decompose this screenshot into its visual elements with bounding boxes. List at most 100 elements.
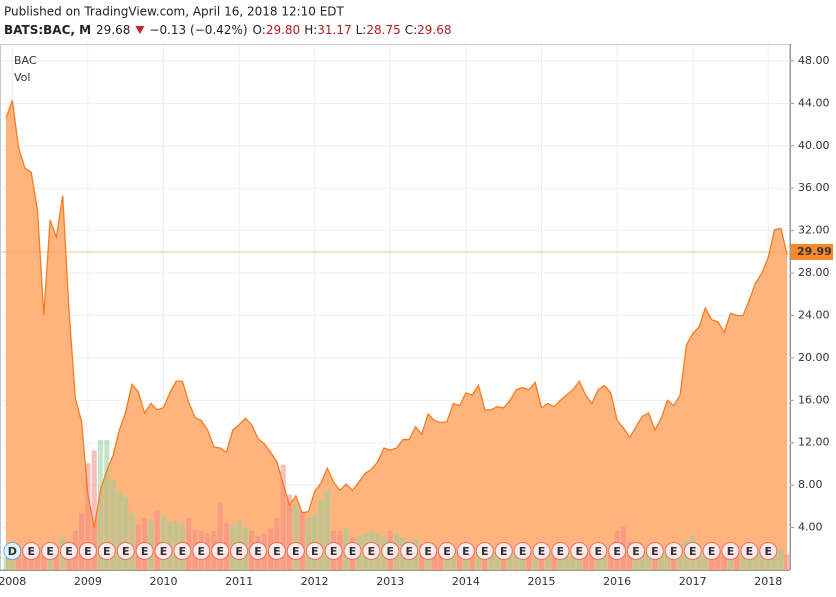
x-tick-label: 2015 — [528, 575, 556, 588]
event-label: E — [179, 545, 187, 558]
event-label: E — [462, 545, 470, 558]
volume-bar — [79, 512, 85, 570]
event-label: E — [27, 545, 35, 558]
volume-bar — [154, 510, 160, 570]
event-label: E — [141, 545, 149, 558]
volume-bar — [53, 546, 59, 570]
volume-bar — [457, 549, 463, 570]
event-label: E — [387, 545, 395, 558]
event-label: E — [651, 545, 659, 558]
event-marker — [211, 542, 230, 560]
volume-bar — [299, 511, 305, 570]
event-marker — [683, 542, 702, 560]
last-price-label: 29.99 — [797, 245, 832, 258]
event-marker — [22, 542, 41, 560]
volume-bar — [721, 551, 727, 570]
event-label: E — [330, 545, 338, 558]
x-tick-label: 2012 — [301, 575, 329, 588]
y-tick-label: 28.00 — [798, 266, 830, 279]
event-label: E — [198, 545, 206, 558]
published-note: Published on TradingView.com, April 16, … — [4, 5, 345, 19]
event-marker — [381, 542, 400, 560]
event-label: E — [424, 545, 432, 558]
event-label: E — [481, 545, 489, 558]
event-label: E — [216, 545, 224, 558]
volume-bar — [727, 551, 734, 570]
volume-bar — [431, 546, 437, 570]
last-price-box — [791, 243, 833, 260]
last-price: 29.68 — [96, 23, 130, 37]
event-marker — [664, 542, 683, 560]
volume-bar — [538, 551, 545, 570]
volume-bar — [753, 551, 759, 570]
volume-bar — [116, 492, 122, 570]
volume-bar — [469, 550, 475, 570]
event-marker — [173, 542, 192, 560]
volume-bar — [286, 494, 293, 570]
event-label: E — [65, 545, 73, 558]
event-label: E — [538, 545, 546, 558]
event-marker — [702, 542, 721, 560]
volume-bar — [97, 440, 104, 570]
event-label: E — [632, 545, 640, 558]
event-label: E — [443, 545, 451, 558]
ohlc-label: O: — [253, 23, 266, 37]
event-label: E — [292, 545, 300, 558]
event-label: E — [746, 545, 754, 558]
event-marker — [343, 542, 362, 560]
legend-entry: BAC — [14, 54, 37, 67]
event-label: E — [349, 545, 357, 558]
volume-bar — [104, 440, 110, 570]
event-marker — [286, 542, 305, 560]
volume-bar — [557, 553, 563, 570]
ohlc-label: C: — [405, 23, 417, 37]
volume-bar — [608, 549, 614, 570]
event-label: E — [103, 545, 111, 558]
y-tick-label: 44.00 — [798, 96, 830, 109]
y-tick-label: 48.00 — [798, 54, 830, 67]
volume-bar — [545, 551, 551, 570]
event-label: E — [765, 545, 773, 558]
volume-bar — [123, 497, 129, 570]
volume-bar — [16, 551, 22, 570]
volume-bar — [22, 554, 28, 570]
volume-bar — [532, 550, 538, 570]
event-marker — [759, 542, 778, 560]
ohlc-label: L: — [356, 23, 367, 37]
event-label: E — [689, 545, 697, 558]
event-label: D — [8, 545, 17, 558]
volume-bar — [778, 549, 784, 570]
volume-bar — [702, 547, 708, 570]
volume-bar — [601, 551, 608, 570]
event-label: E — [500, 545, 508, 558]
volume-bar — [475, 549, 482, 570]
event-marker — [494, 542, 513, 560]
ohlc-value: 31.17 — [317, 23, 351, 37]
event-marker — [78, 542, 97, 560]
volume-bar — [639, 547, 645, 570]
event-marker — [324, 542, 343, 560]
volume-bar — [746, 553, 752, 570]
volume-bar — [740, 553, 746, 570]
y-tick-label: 20.00 — [798, 351, 830, 364]
x-tick-label: 2016 — [603, 575, 631, 588]
volume-bar — [734, 551, 740, 570]
volume-bar — [501, 553, 507, 570]
x-tick-label: 2013 — [376, 575, 404, 588]
event-label: E — [160, 545, 168, 558]
volume-bar — [765, 550, 771, 570]
volume-bar — [526, 551, 532, 570]
event-marker — [305, 542, 324, 560]
x-tick-label: 2014 — [452, 575, 480, 588]
event-marker — [135, 542, 154, 560]
event-marker — [570, 542, 589, 560]
x-tick-label: 2011 — [225, 575, 253, 588]
volume-bar — [784, 554, 790, 570]
event-marker — [230, 542, 249, 560]
symbol-line: BATS:BAC, M 29.68 — [4, 23, 130, 37]
volume-bar — [85, 463, 91, 570]
x-tick-label: 2017 — [679, 575, 707, 588]
event-marker — [116, 542, 135, 560]
y-tick-label: 40.00 — [798, 139, 830, 152]
volume-bar — [488, 551, 494, 570]
